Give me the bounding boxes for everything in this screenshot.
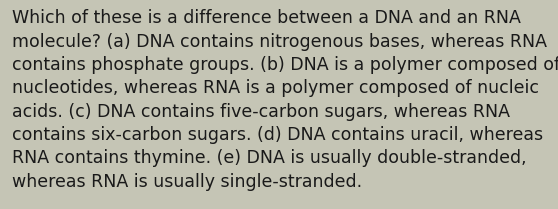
Text: Which of these is a difference between a DNA and an RNA
molecule? (a) DNA contai: Which of these is a difference between a… <box>12 9 558 191</box>
